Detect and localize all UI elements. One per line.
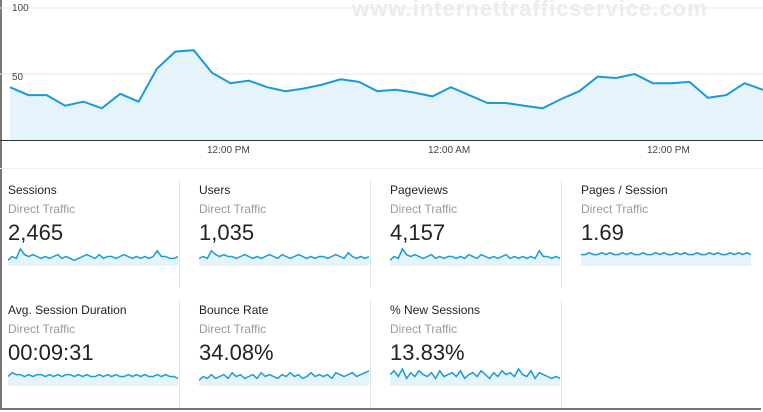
metric-segment: Direct Traffic	[581, 202, 649, 216]
sparkline-line	[581, 251, 751, 256]
sessions-line	[9, 49, 763, 110]
metric-title: Users	[199, 183, 231, 197]
x-tick-label: 12:00 PM	[207, 145, 250, 156]
metric-value: 1.69	[581, 220, 624, 245]
sparkline-area	[390, 248, 560, 266]
sparkline-area	[8, 372, 178, 386]
metric-value: 34.08%	[199, 340, 274, 365]
sparkline-line	[8, 371, 178, 380]
watermark-text: www.internettrafficservice.com	[352, 0, 708, 21]
sessions-over-time-chart[interactable]	[0, 0, 763, 165]
y-tick-label-50: 50	[12, 72, 24, 83]
metric-value: 13.83%	[390, 340, 465, 365]
metric-segment: Direct Traffic	[8, 202, 76, 216]
metric-value: 1,035	[199, 220, 255, 245]
sparkline-line	[199, 370, 369, 381]
metric-sparkline	[390, 247, 560, 266]
sparkline-area	[8, 248, 178, 266]
metric-card-avg-session-duration[interactable]: Avg. Session Duration Direct Traffic 00:…	[0, 300, 180, 408]
metric-card-new-sessions[interactable]: % New Sessions Direct Traffic 13.83%	[382, 300, 562, 408]
metric-value: 4,157	[390, 220, 446, 245]
metric-sparkline	[199, 249, 369, 266]
metric-sparkline	[581, 251, 751, 266]
x-tick-label: 12:00 AM	[428, 145, 471, 156]
y-tick-label-100: 100	[12, 3, 29, 14]
metric-sparkline	[390, 367, 560, 386]
sessions-area	[10, 50, 763, 141]
metric-title: Pageviews	[390, 183, 449, 197]
metric-segment: Direct Traffic	[199, 322, 267, 336]
metric-value: 00:09:31	[8, 340, 94, 365]
metric-segment: Direct Traffic	[390, 322, 458, 336]
sparkline-line	[8, 247, 178, 262]
metric-sparkline	[8, 247, 178, 266]
metric-value: 2,465	[8, 220, 64, 245]
metric-segment: Direct Traffic	[199, 202, 267, 216]
metric-card-pages-per-session[interactable]: Pages / Session Direct Traffic 1.69	[573, 180, 753, 288]
sparkline-area	[199, 370, 369, 386]
metric-card-sessions[interactable]: Sessions Direct Traffic 2,465	[0, 180, 180, 288]
metric-sparkline	[8, 371, 178, 386]
sparkline-line	[390, 367, 560, 380]
x-tick-label: 12:00 PM	[647, 145, 690, 156]
sparkline-area	[581, 252, 751, 266]
metric-title: Pages / Session	[581, 183, 668, 197]
metric-sparkline	[199, 370, 369, 386]
metric-title: Bounce Rate	[199, 303, 269, 317]
sparkline-area	[199, 250, 369, 266]
sparkline-line	[390, 247, 560, 261]
sparkline-area	[390, 368, 560, 386]
metric-title: Sessions	[8, 183, 57, 197]
metric-title: Avg. Session Duration	[8, 303, 127, 317]
metric-card-users[interactable]: Users Direct Traffic 1,035	[191, 180, 371, 288]
metric-card-bounce-rate[interactable]: Bounce Rate Direct Traffic 34.08%	[191, 300, 371, 408]
metric-segment: Direct Traffic	[390, 202, 458, 216]
sparkline-line	[199, 249, 369, 260]
metric-segment: Direct Traffic	[8, 322, 76, 336]
metric-title: % New Sessions	[390, 303, 481, 317]
section-divider	[0, 168, 763, 169]
metric-card-pageviews[interactable]: Pageviews Direct Traffic 4,157	[382, 180, 562, 288]
